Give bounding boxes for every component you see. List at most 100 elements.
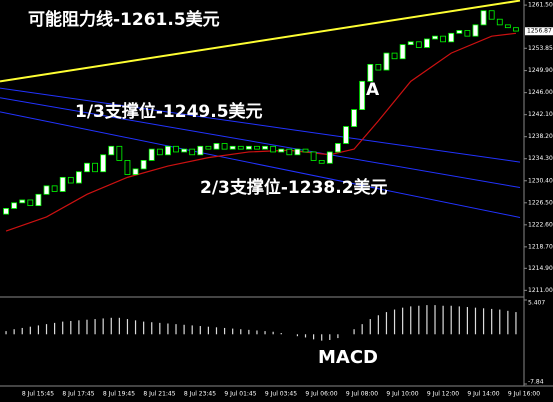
candle <box>165 145 171 156</box>
candle <box>3 208 9 215</box>
candle <box>181 148 188 153</box>
candle <box>407 41 414 46</box>
candle <box>254 145 260 150</box>
y-tick-label: 1238.20 <box>528 133 553 140</box>
candle <box>456 30 463 34</box>
candle <box>367 63 374 82</box>
x-tick-label: 9 Jul 10:00 <box>386 391 418 398</box>
candle <box>237 145 244 150</box>
candle <box>440 35 447 43</box>
candle <box>383 52 390 71</box>
candle <box>197 145 204 156</box>
candle <box>391 52 398 60</box>
candle <box>334 143 341 153</box>
candle <box>59 176 66 192</box>
candle <box>221 143 228 150</box>
y-tick-label: 1249.90 <box>528 67 553 74</box>
candle <box>294 148 301 156</box>
candle <box>43 185 50 195</box>
candle <box>108 145 115 156</box>
candle <box>67 176 74 184</box>
candle <box>229 145 236 150</box>
x-tick-label: 9 Jul 03:45 <box>265 391 297 398</box>
candle <box>262 145 268 150</box>
candle <box>480 10 487 26</box>
y-tick-label: 1230.40 <box>528 177 553 184</box>
candle <box>148 148 155 161</box>
x-tick-label: 9 Jul 12:00 <box>427 391 459 398</box>
candle <box>189 148 196 156</box>
x-tick-label: 9 Jul 06:00 <box>305 391 337 398</box>
y-tick-label: 1226.50 <box>528 199 553 206</box>
candle <box>51 185 58 192</box>
candle <box>286 148 293 156</box>
trendline <box>0 0 521 83</box>
candle <box>359 80 366 110</box>
y-tick-label: 1261.50 <box>528 2 553 9</box>
candle <box>35 193 42 207</box>
x-tick-label: 8 Jul 15:45 <box>22 391 54 398</box>
candle <box>310 151 317 161</box>
candle <box>140 160 147 170</box>
x-tick-label: 8 Jul 21:45 <box>143 391 175 398</box>
candle <box>351 109 357 127</box>
candle <box>488 10 495 20</box>
candle <box>124 160 131 175</box>
y-tick-label: 1242.10 <box>528 111 553 118</box>
macd-tick-label: -7.84 <box>528 379 544 386</box>
x-tick-label: 9 Jul 16:00 <box>508 391 540 398</box>
x-tick-label: 8 Jul 19:45 <box>103 391 135 398</box>
candle <box>19 199 26 204</box>
y-tick-label: 1246.00 <box>528 89 553 96</box>
candle <box>343 126 349 144</box>
x-tick-label: 9 Jul 08:00 <box>346 391 378 398</box>
candle <box>84 162 90 173</box>
y-tick-label: 1214.90 <box>528 265 553 272</box>
candle <box>132 168 139 175</box>
candle <box>100 154 107 173</box>
candle <box>496 18 503 26</box>
candle <box>156 148 163 156</box>
x-tick-label: 9 Jul 01:45 <box>224 391 256 398</box>
candle <box>326 151 333 164</box>
candle <box>173 145 179 153</box>
candle <box>448 32 455 43</box>
x-tick-label: 9 Jul 14:00 <box>467 391 499 398</box>
trendline <box>0 87 521 163</box>
annotation: 2/3支撑位-1238.2美元 <box>200 177 388 198</box>
annotation: A <box>366 80 380 100</box>
candle <box>424 38 430 48</box>
candle <box>375 63 382 71</box>
y-tick-label: 1234.30 <box>528 155 553 162</box>
candle <box>504 24 511 29</box>
macd-tick-label: 5.407 <box>528 300 545 307</box>
candle <box>472 24 479 37</box>
current-price-label: 1256.87 <box>527 28 552 35</box>
candle <box>11 202 18 209</box>
y-tick-label: 1253.85 <box>528 45 553 52</box>
candle <box>27 199 34 207</box>
candle <box>302 148 309 153</box>
candle <box>205 145 212 150</box>
trendline <box>0 97 521 189</box>
candle <box>116 145 123 161</box>
candle <box>399 44 406 60</box>
candle <box>513 27 519 32</box>
candle <box>270 145 277 153</box>
candle <box>245 145 252 150</box>
candle <box>318 160 325 164</box>
current-price-box <box>525 27 553 36</box>
candle <box>432 35 438 40</box>
y-tick-label: 1222.60 <box>528 221 553 228</box>
annotation: 可能阻力线-1261.5美元 <box>28 9 220 30</box>
candle <box>278 148 285 153</box>
y-tick-label: 1218.70 <box>528 243 553 250</box>
candle <box>92 162 98 173</box>
annotation: MACD <box>318 347 378 368</box>
x-tick-label: 8 Jul 17:45 <box>62 391 94 398</box>
annotation: 1/3支撑位-1249.5美元 <box>75 101 263 122</box>
x-tick-label: 8 Jul 23:45 <box>184 391 216 398</box>
y-tick-label: 1211.00 <box>528 287 553 294</box>
